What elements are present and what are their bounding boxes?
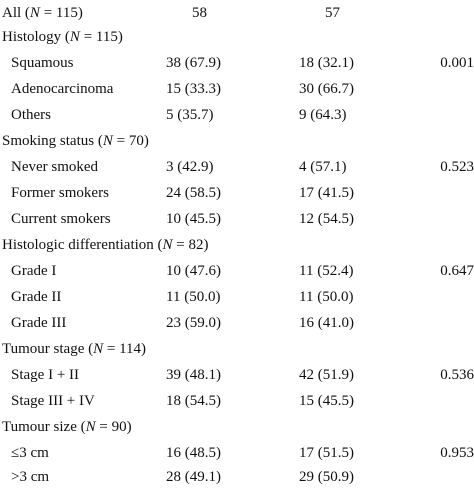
heading-text: Histologic differentiation ( xyxy=(2,237,163,253)
p-value-cell: 0.536 xyxy=(440,367,474,383)
table-row: Grade II 11 (50.0) 11 (50.0) xyxy=(0,284,474,310)
all-row: All (N = 115) 58 57 xyxy=(0,0,474,26)
table-row: Stage III + IV 18 (54.5) 15 (45.5) xyxy=(0,388,474,414)
row-label: Squamous xyxy=(11,55,74,71)
all-row-group1-count: 58 xyxy=(192,5,207,21)
group1-cell: 10 (47.6) xyxy=(166,263,221,279)
heading-suffix: = 114) xyxy=(103,341,147,357)
group2-cell: 9 (64.3) xyxy=(299,107,347,123)
heading-variable: N xyxy=(85,419,96,435)
all-row-label-variable: N xyxy=(29,5,40,21)
group1-cell: 23 (59.0) xyxy=(166,315,221,331)
group1-cell: 5 (35.7) xyxy=(166,107,214,123)
p-value-cell: 0.523 xyxy=(440,159,474,175)
group1-cell: 28 (49.1) xyxy=(166,469,221,485)
p-value-cell: 0.001 xyxy=(440,55,474,71)
row-label: Stage I + II xyxy=(11,367,80,383)
group2-cell: 4 (57.1) xyxy=(299,159,347,175)
section-heading-histologic-differentiation: Histologic differentiation (N = 82) xyxy=(0,232,474,258)
group2-cell: 29 (50.9) xyxy=(299,469,354,485)
group2-cell: 17 (51.5) xyxy=(299,445,354,461)
group2-cell: 11 (52.4) xyxy=(299,263,354,279)
group2-cell: 11 (50.0) xyxy=(299,289,354,305)
section-heading-histology: Histology (N = 115) xyxy=(0,24,474,50)
row-label: ≤3 cm xyxy=(11,445,49,461)
p-value-cell: 0.953 xyxy=(440,445,474,461)
heading-text: Histology ( xyxy=(2,29,70,45)
row-label: >3 cm xyxy=(11,469,50,485)
group1-cell: 3 (42.9) xyxy=(166,159,214,175)
row-label: Former smokers xyxy=(11,185,109,201)
row-label: Adenocarcinoma xyxy=(11,81,114,97)
group1-cell: 24 (58.5) xyxy=(166,185,221,201)
group1-cell: 18 (54.5) xyxy=(166,393,221,409)
group1-cell: 38 (67.9) xyxy=(166,55,221,71)
row-label: Stage III + IV xyxy=(11,393,95,409)
group2-cell: 16 (41.0) xyxy=(299,315,354,331)
group2-cell: 30 (66.7) xyxy=(299,81,354,97)
heading-variable: N xyxy=(93,341,104,357)
heading-suffix: = 82) xyxy=(172,237,209,253)
section-heading-smoking-status: Smoking status (N = 70) xyxy=(0,128,474,154)
heading-variable: N xyxy=(69,29,80,45)
heading-text: Smoking status ( xyxy=(2,133,103,149)
all-row-label-suffix: = 115) xyxy=(39,5,83,21)
heading-suffix: = 70) xyxy=(112,133,149,149)
heading-suffix: = 115) xyxy=(79,29,123,45)
group2-cell: 18 (32.1) xyxy=(299,55,354,71)
section-heading-tumour-size: Tumour size (N = 90) xyxy=(0,414,474,440)
row-label: Grade I xyxy=(11,263,57,279)
row-label: Current smokers xyxy=(11,211,111,227)
p-value-cell: 0.647 xyxy=(440,263,474,279)
group2-cell: 17 (41.5) xyxy=(299,185,354,201)
table-row: Adenocarcinoma 15 (33.3) 30 (66.7) xyxy=(0,76,474,102)
table-row: Stage I + II 39 (48.1) 42 (51.9) 0.536 xyxy=(0,362,474,388)
group2-cell: 12 (54.5) xyxy=(299,211,354,227)
section-heading-tumour-stage: Tumour stage (N = 114) xyxy=(0,336,474,362)
table-row: Never smoked 3 (42.9) 4 (57.1) 0.523 xyxy=(0,154,474,180)
heading-suffix: = 90) xyxy=(95,419,132,435)
heading-text: Tumour size ( xyxy=(2,419,86,435)
group1-cell: 16 (48.5) xyxy=(166,445,221,461)
group1-cell: 11 (50.0) xyxy=(166,289,221,305)
row-label: Grade III xyxy=(11,315,67,331)
all-row-label-prefix: All ( xyxy=(2,5,30,21)
heading-text: Tumour stage ( xyxy=(2,341,94,357)
row-label: Others xyxy=(11,107,51,123)
group2-cell: 42 (51.9) xyxy=(299,367,354,383)
table-row: Squamous 38 (67.9) 18 (32.1) 0.001 xyxy=(0,50,474,76)
table-row: Grade I 10 (47.6) 11 (52.4) 0.647 xyxy=(0,258,474,284)
group1-cell: 10 (45.5) xyxy=(166,211,221,227)
all-row-group2-count: 57 xyxy=(325,5,340,21)
table-row: ≤3 cm 16 (48.5) 17 (51.5) 0.953 xyxy=(0,440,474,466)
row-label: Grade II xyxy=(11,289,62,305)
heading-variable: N xyxy=(102,133,113,149)
table-row: >3 cm 28 (49.1) 29 (50.9) xyxy=(0,464,474,490)
table-row: Grade III 23 (59.0) 16 (41.0) xyxy=(0,310,474,336)
heading-variable: N xyxy=(162,237,173,253)
group1-cell: 15 (33.3) xyxy=(166,81,221,97)
table-row: Current smokers 10 (45.5) 12 (54.5) xyxy=(0,206,474,232)
group1-cell: 39 (48.1) xyxy=(166,367,221,383)
row-label: Never smoked xyxy=(11,159,99,175)
table-row: Former smokers 24 (58.5) 17 (41.5) xyxy=(0,180,474,206)
all-row-label: All (N = 115) xyxy=(2,0,83,26)
group2-cell: 15 (45.5) xyxy=(299,393,354,409)
table-row: Others 5 (35.7) 9 (64.3) xyxy=(0,102,474,128)
